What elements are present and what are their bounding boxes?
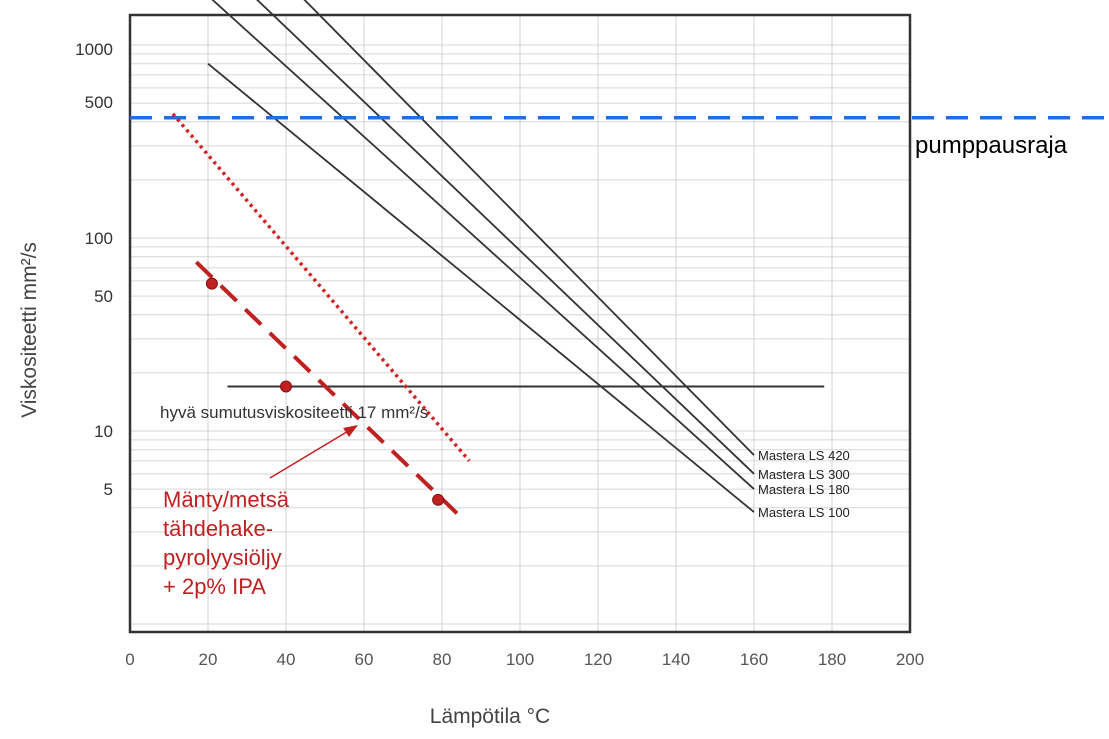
series-label: Mastera LS 300: [758, 467, 850, 482]
y-tick-label: 1000: [75, 40, 113, 59]
annotation-oil-line: Mänty/metsä: [163, 487, 290, 512]
x-tick-label: 200: [896, 650, 924, 669]
x-tick-label: 0: [125, 650, 134, 669]
x-tick-label: 120: [584, 650, 612, 669]
x-tick-labels: 0 20 40 60 80 100 120 140 160 180 200: [125, 650, 924, 669]
x-tick-label: 80: [433, 650, 452, 669]
annotation-oil-line: tähdehake-: [163, 516, 273, 541]
annotation-pumppausraja: pumppausraja: [915, 132, 1068, 159]
x-axis-label: Lämpötila °C: [430, 705, 550, 728]
x-tick-label: 100: [506, 650, 534, 669]
series-line-7: [194, 260, 467, 523]
x-tick-label: 160: [740, 650, 768, 669]
y-tick-labels: 100005000100050010050105: [75, 40, 113, 499]
y-tick-label: 10: [94, 422, 113, 441]
y-tick-label: 50: [94, 287, 113, 306]
series-label: Mastera LS 100: [758, 505, 850, 520]
x-tick-label: 60: [355, 650, 374, 669]
annotation-sumutusviskositeetti: hyvä sumutusviskositeetti 17 mm²/s: [160, 403, 428, 422]
series-line-0: [303, 0, 755, 456]
annotation-arrow: [269, 429, 351, 479]
plot-frame: [128, 13, 912, 634]
series-line-2: [211, 0, 755, 490]
data-point: [205, 277, 218, 290]
x-tick-label: 140: [662, 650, 690, 669]
y-tick-label: 500: [85, 93, 113, 112]
series-line-3: [207, 63, 755, 513]
y-tick-label: 100: [85, 229, 113, 248]
grid-lines: [130, 15, 910, 632]
x-tick-label: 40: [277, 650, 296, 669]
annotation-oil-line: + 2p% IPA: [163, 574, 266, 599]
x-tick-label: 180: [818, 650, 846, 669]
y-tick-label: 5: [104, 480, 113, 499]
data-point: [432, 493, 445, 506]
annotation-oil: Mänty/metsä tähdehake-pyrolyysiöljy + 2p% …: [163, 487, 290, 599]
x-tick-label: 20: [199, 650, 218, 669]
series-label: Mastera LS 180: [758, 482, 850, 497]
y-axis-label: Viskositeetti mm²/s: [18, 242, 41, 418]
annotation-arrowhead: [343, 425, 358, 437]
annotation-oil-line: pyrolyysiöljy: [163, 545, 282, 570]
data-point: [280, 380, 292, 393]
series-label: Mastera LS 420: [758, 448, 850, 463]
series-group: [130, 0, 1105, 523]
series-line-6: [171, 112, 471, 463]
